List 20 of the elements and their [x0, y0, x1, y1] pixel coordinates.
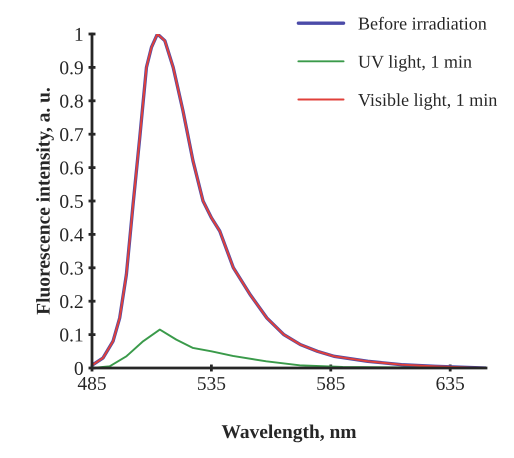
legend-label: UV light, 1 min	[358, 55, 472, 72]
y-tick-label: 0.3	[60, 262, 83, 275]
y-tick-label: 0.1	[60, 328, 82, 342]
legend-label: Before irradiation	[358, 16, 487, 30]
x-tick-label: 535	[198, 376, 226, 390]
y-tick-label: 0.7	[60, 128, 84, 142]
y-tick-label: 1	[76, 28, 82, 41]
y-tick-label: 0.9	[60, 61, 83, 74]
y-tick-label: 0	[74, 362, 83, 375]
y-tick-label: 0.4	[60, 228, 84, 242]
x-axis-title: Wavelength, nm	[222, 424, 356, 442]
x-tick-label: 635	[436, 376, 464, 390]
y-tick-label: 0.6	[60, 161, 84, 175]
x-tick-label: 585	[317, 376, 345, 390]
y-tick-label: 0.8	[60, 94, 83, 108]
x-tick-label: 485	[78, 376, 106, 390]
y-tick-label: 0.5	[60, 194, 83, 208]
legend-label: Visible light, 1 min	[358, 93, 498, 110]
y-axis-title: Fluorescence intensity, a. u.	[36, 88, 54, 314]
y-tick-label: 0.2	[60, 295, 83, 308]
